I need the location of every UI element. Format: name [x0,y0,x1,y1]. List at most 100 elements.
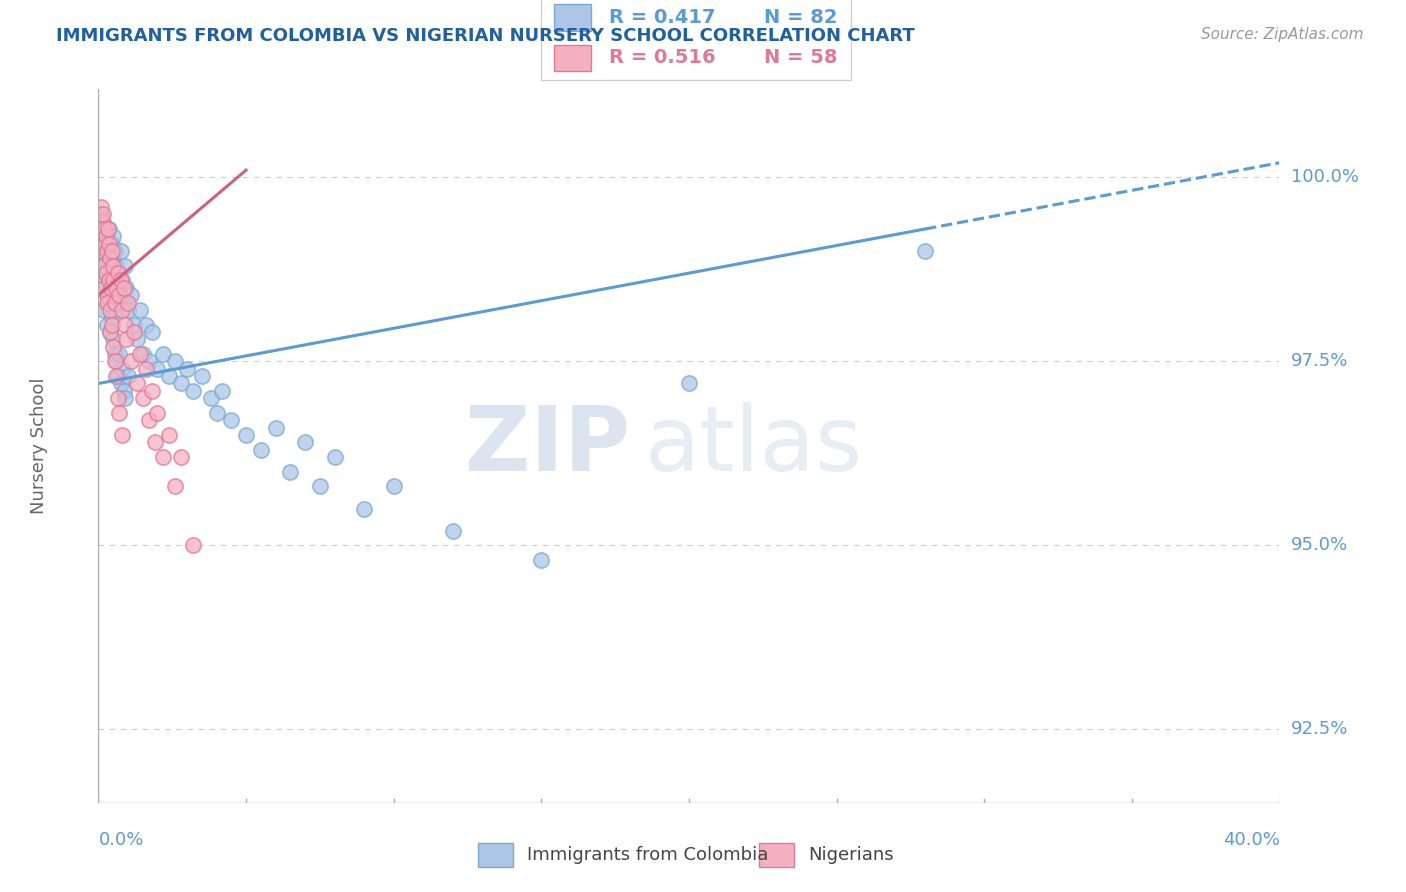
Point [264,420,287,434]
Point [115,332,138,346]
Point [128,347,150,361]
Point [678,376,700,391]
Point [353,501,375,516]
Point [200,391,222,405]
Point [141,384,163,398]
Point [108,288,131,302]
Point [323,450,346,464]
Point [90,200,112,214]
Point [309,479,332,493]
Point [165,354,187,368]
FancyBboxPatch shape [759,843,794,867]
Point [138,354,160,368]
Point [165,479,187,493]
Point [110,376,132,391]
Point [90,222,112,236]
Point [122,318,145,332]
Point [914,244,936,258]
Point [110,244,132,258]
Point [97,259,120,273]
Point [219,413,243,427]
Point [107,369,129,384]
Point [107,391,129,405]
Text: R = 0.417: R = 0.417 [609,8,716,28]
Point [211,384,233,398]
Point [181,384,204,398]
Point [100,281,122,295]
Point [93,222,115,236]
Text: atlas: atlas [644,402,863,490]
Text: Nigerians: Nigerians [808,847,894,864]
Point [111,428,134,442]
Text: 97.5%: 97.5% [1291,352,1348,370]
Text: R = 0.516: R = 0.516 [609,48,716,68]
Point [114,318,136,332]
Point [132,347,155,361]
Point [146,406,169,420]
Point [111,361,134,376]
Point [115,281,138,295]
Point [111,273,134,287]
Point [94,229,117,244]
Text: 40.0%: 40.0% [1223,831,1279,849]
Point [91,214,114,228]
Point [157,369,180,384]
Point [90,207,112,221]
Point [104,295,127,310]
Text: 0.0%: 0.0% [98,831,143,849]
Text: 95.0%: 95.0% [1291,536,1348,554]
Point [146,361,169,376]
Point [100,281,122,295]
Point [114,259,136,273]
Point [294,435,316,450]
Point [108,406,131,420]
Point [205,406,228,420]
Point [93,281,115,295]
Text: IMMIGRANTS FROM COLOMBIA VS NIGERIAN NURSERY SCHOOL CORRELATION CHART: IMMIGRANTS FROM COLOMBIA VS NIGERIAN NUR… [56,27,915,45]
Point [181,538,204,552]
Point [90,236,112,251]
Point [103,332,125,346]
Point [235,428,257,442]
Point [96,288,118,302]
FancyBboxPatch shape [554,45,591,71]
Point [104,244,127,258]
Point [93,281,115,295]
Point [278,465,302,479]
Point [91,244,114,258]
Point [98,273,121,287]
Point [117,295,139,310]
Point [94,229,117,244]
Point [90,259,112,273]
Point [157,428,180,442]
Point [112,384,135,398]
Text: Nursery School: Nursery School [31,377,48,515]
Point [96,244,118,258]
Point [108,266,131,280]
Point [141,325,163,339]
Point [98,252,121,266]
Point [125,376,148,391]
Point [530,553,553,567]
Point [117,369,139,384]
Point [91,207,114,221]
Text: N = 58: N = 58 [763,48,838,68]
Point [96,288,118,302]
Point [97,273,120,287]
Point [93,302,115,317]
Point [105,259,128,273]
Point [91,273,114,287]
Point [91,229,114,244]
Point [170,376,193,391]
Point [117,302,139,317]
Point [98,325,121,339]
Point [94,266,117,280]
Point [125,332,148,346]
Point [105,354,128,368]
Point [101,273,124,287]
Point [135,318,157,332]
Point [143,435,166,450]
Point [128,302,150,317]
Point [96,318,118,332]
Point [111,302,134,317]
